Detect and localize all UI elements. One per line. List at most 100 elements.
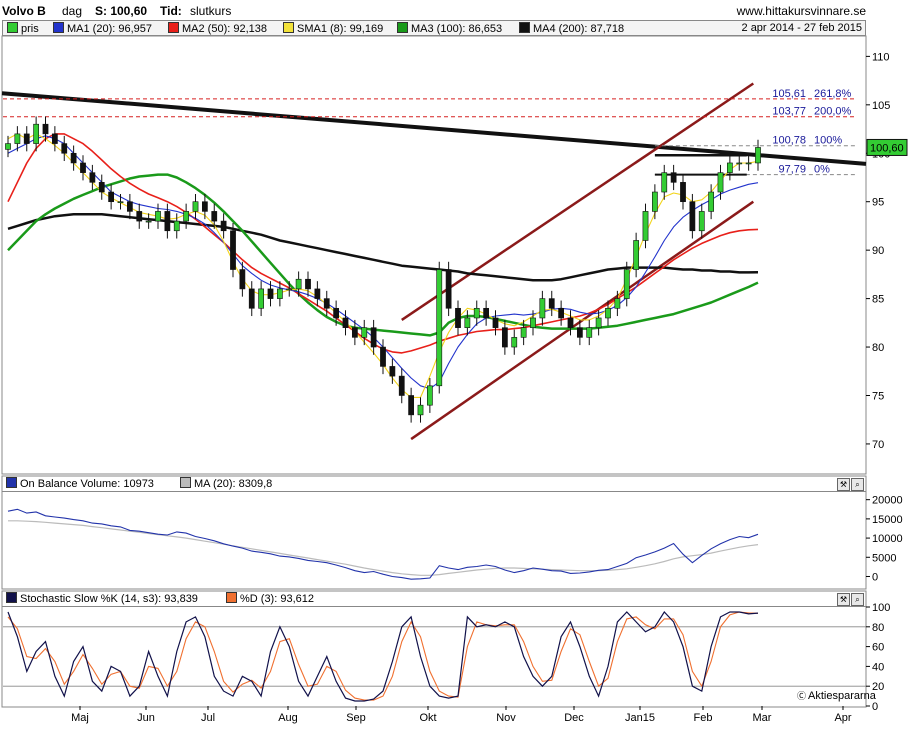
legend-item-obv: On Balance Volume: 10973 (6, 477, 154, 490)
candle-body (670, 172, 677, 183)
candle-body (642, 211, 649, 241)
candle-body (586, 327, 593, 338)
candle-body (558, 307, 565, 319)
y-tick-label: 75 (872, 390, 884, 402)
y-tick-label: 110 (872, 51, 890, 63)
legend-swatch (226, 592, 237, 603)
stoch-chart: 0 20 40 60 80 100 (3, 602, 890, 713)
x-tick-label: Feb (694, 712, 713, 724)
candle-body (483, 307, 490, 319)
candle-body (708, 191, 715, 212)
legend-item-ma1: MA1 (20): 96,957 (53, 22, 152, 35)
candle-body (220, 220, 227, 232)
candle-body (464, 317, 471, 328)
candle-body (14, 133, 21, 144)
candle-body (595, 317, 602, 328)
copyright-icon: Ⓒ (797, 691, 806, 701)
candle-body (417, 404, 424, 416)
legend-item-sma1: SMA1 (8): 99,169 (283, 22, 383, 35)
fib-pct-label: 200,0% (814, 106, 852, 118)
candle-body (501, 327, 508, 348)
ticker-name: Volvo B (2, 4, 46, 18)
candle-body (755, 147, 761, 164)
legend-item-stoch-k: Stochastic Slow %K (14, s3): 93,839 (6, 592, 198, 605)
y-tick-label: 80 (872, 342, 884, 354)
candle-body (211, 211, 218, 222)
candle-body (398, 375, 405, 396)
x-tick-label: Aug (278, 712, 298, 724)
long-trend-line (1, 91, 867, 166)
candle-body (351, 327, 358, 338)
candle-body (136, 211, 143, 222)
candle-body (736, 162, 743, 165)
candle-body (408, 395, 415, 416)
y-tick-label: 20 (872, 681, 884, 693)
y-tick-label: 95 (872, 197, 884, 209)
ma100-line (7, 173, 759, 337)
candle-body (248, 288, 255, 309)
legend-swatch (180, 477, 191, 488)
x-tick-label: Okt (419, 712, 436, 724)
candle-body (361, 327, 368, 338)
stoch-legend: Stochastic Slow %K (14, s3): 93,839 %D (… (2, 591, 866, 607)
fib-pct-label: 261,8% (814, 88, 852, 100)
candle-body (89, 172, 96, 183)
candle-body (201, 201, 208, 212)
period-label: dag (62, 4, 83, 18)
y-tick-label: 80 (872, 622, 884, 634)
stoch-d-line (7, 611, 759, 701)
y-tick-label: 20000 (872, 495, 903, 507)
candle-body (164, 211, 171, 232)
channel-upper-line (401, 82, 755, 321)
obv-chart: 0 5000 10000 15000 20000 (7, 495, 903, 583)
site-url: www.hittakursvinnare.se (736, 4, 866, 18)
legend-swatch (283, 22, 294, 33)
candle-body (286, 288, 293, 291)
y-tick-label: 15000 (872, 514, 903, 526)
legend-swatch (6, 477, 17, 488)
zoom-icon[interactable]: ⌕ (851, 593, 864, 606)
candle-body (530, 317, 536, 328)
candle-body (183, 211, 190, 222)
candle-body (145, 220, 152, 223)
x-tick-label: Jul (201, 712, 215, 724)
candle-body (295, 278, 302, 290)
candle-body (717, 172, 724, 193)
y-tick-label: 10000 (872, 533, 903, 545)
header-bar: Volvo B dag S: 100,60 Tid: slutkurs www.… (0, 0, 910, 20)
legend-item-obv-ma: MA (20): 8309,8 (180, 477, 272, 490)
wrench-icon[interactable]: ⚒ (837, 593, 850, 606)
y-tick-label: 5000 (872, 552, 896, 564)
legend-item-stoch-d: %D (3): 93,612 (226, 592, 314, 605)
candle-body (305, 278, 311, 290)
candle-body (745, 162, 752, 165)
x-tick-label: Apr (834, 712, 851, 724)
stoch-k-line (7, 611, 759, 702)
candle-body (239, 269, 246, 290)
candle-body (108, 191, 115, 203)
fib-value-label: 97,79 (778, 164, 806, 176)
fib-pct-label: 100% (814, 135, 842, 147)
candle-body (323, 298, 330, 309)
date-range: 2 apr 2014 - 27 feb 2015 (741, 22, 862, 34)
zoom-icon[interactable]: ⌕ (851, 478, 864, 491)
y-tick-label: 100 (872, 602, 890, 614)
legend-item-pris: pris (7, 22, 39, 35)
candle-body (576, 327, 583, 338)
candle-body (698, 211, 705, 232)
legend-swatch (53, 22, 64, 33)
x-tick-label: Jan15 (625, 712, 655, 724)
candle-body (276, 288, 283, 299)
wrench-icon[interactable]: ⚒ (837, 478, 850, 491)
candle-body (473, 307, 480, 319)
candle-body (614, 298, 621, 309)
y-tick-label: 0 (872, 571, 878, 583)
candle-body (567, 317, 574, 328)
candle-body (548, 298, 555, 309)
y-tick-label: 60 (872, 642, 884, 654)
candle-body (492, 317, 499, 328)
candle-body (173, 220, 180, 232)
legend-swatch (6, 592, 17, 603)
y-tick-label: 105 (872, 100, 890, 112)
